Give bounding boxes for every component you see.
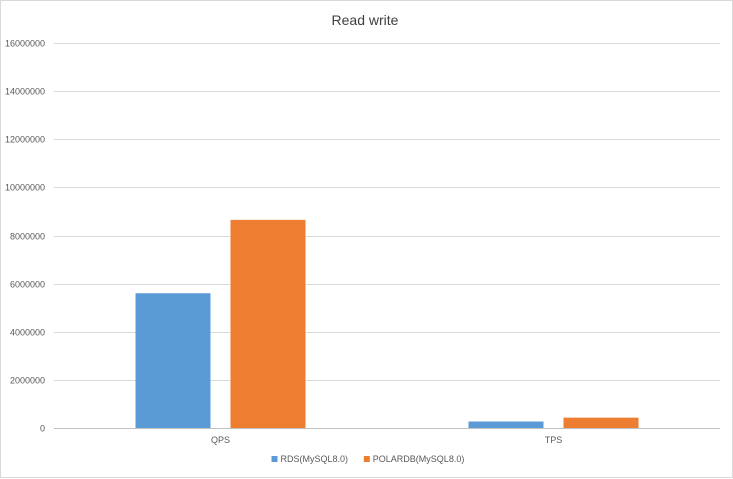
bar-tps-series-2	[563, 417, 639, 428]
y-tick-label: 16000000	[5, 39, 45, 49]
y-tick-label: 4000000	[10, 328, 45, 338]
chart-title: Read write	[332, 12, 399, 28]
bars	[135, 219, 639, 428]
y-tick-label: 2000000	[10, 376, 45, 386]
bar-qps-series-2	[230, 219, 306, 428]
bar-tps-series-1	[468, 421, 544, 428]
legend-swatch	[363, 456, 370, 462]
y-tick-label: 12000000	[5, 135, 45, 145]
legend: RDS(MySQL8.0) POLARDB(MySQL8.0)	[271, 454, 465, 464]
category-label: QPS	[211, 435, 230, 445]
y-tick-label: 6000000	[10, 280, 45, 290]
y-tick-label: 10000000	[5, 183, 45, 193]
legend-label: POLARDB(MySQL8.0)	[373, 454, 465, 464]
x-axis-categories: QPS TPS	[211, 435, 562, 445]
category-label: TPS	[545, 435, 563, 445]
y-axis-ticks: 0 2000000 4000000 6000000 8000000 10000000 120…	[5, 39, 45, 434]
legend-swatch	[271, 456, 278, 462]
bar-qps-series-1	[135, 293, 211, 428]
y-tick-label: 14000000	[5, 87, 45, 97]
y-tick-label: 0	[40, 424, 45, 434]
legend-label: RDS(MySQL8.0)	[281, 454, 349, 464]
y-tick-label: 8000000	[10, 232, 45, 242]
